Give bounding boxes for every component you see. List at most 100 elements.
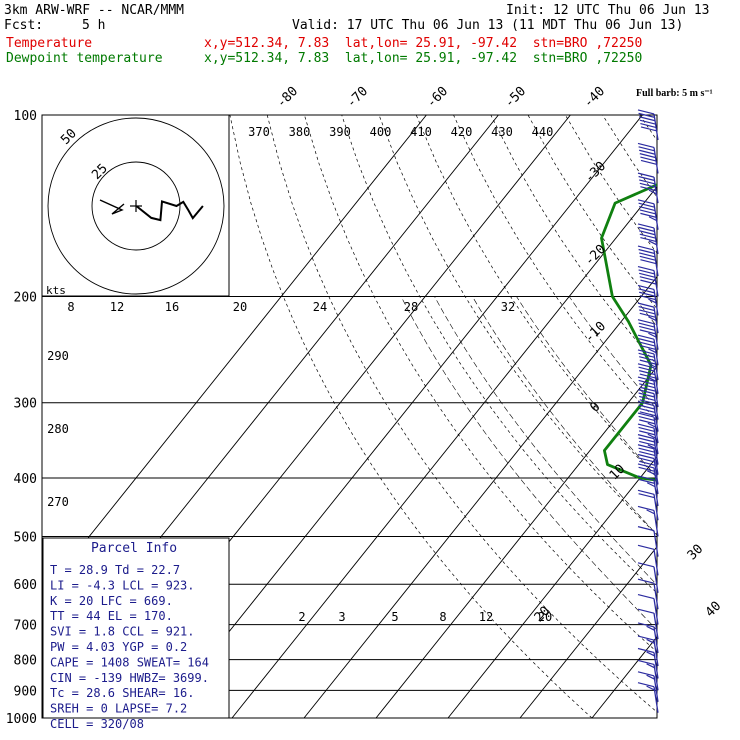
wind-barb-flag xyxy=(637,544,655,550)
theta-label: 270 xyxy=(47,495,69,509)
wind-barb-flag xyxy=(639,119,656,125)
wind-barb-flag xyxy=(640,156,657,162)
wind-barb xyxy=(653,416,659,444)
isotherm-label: -70 xyxy=(344,84,371,111)
isotherm-line xyxy=(447,456,657,718)
wind-barb xyxy=(653,405,659,432)
wind-barb-flag xyxy=(639,386,656,392)
wind-barb-flag xyxy=(637,412,655,418)
hodograph-ring xyxy=(91,161,181,251)
wind-barb-flag xyxy=(639,407,656,413)
wind-barb-flag xyxy=(638,404,655,410)
isotherm-label: 40 xyxy=(703,599,725,621)
moist-adiabat xyxy=(472,296,657,536)
wind-barb-flag xyxy=(639,276,656,282)
wind-barb-flag xyxy=(639,356,656,362)
wind-barb-flag xyxy=(639,291,656,297)
wind-barb-flag xyxy=(639,309,656,315)
wind-barb-flag xyxy=(638,426,655,433)
wind-barb xyxy=(653,427,659,455)
wind-barb-flag xyxy=(638,392,655,398)
parcel-info-row: Tc = 28.6 SHEAR= 16. xyxy=(50,686,195,700)
init-time: Init: 12 UTC Thu 06 Jun 13 xyxy=(506,3,710,18)
wind-barb-flag xyxy=(648,332,657,338)
isotherm-label: -40 xyxy=(581,84,608,111)
wind-barb-flag xyxy=(639,359,656,365)
isotherm-line xyxy=(736,115,740,718)
wind-barb-flag xyxy=(639,325,656,332)
isotherm-line xyxy=(519,546,657,718)
parcel-info-row: PW = 4.03 YGP = 0.2 xyxy=(50,640,187,654)
temperature-legend-info: x,y=512.34, 7.83 lat,lon= 25.91, -97.42 … xyxy=(204,36,643,51)
wind-barb xyxy=(653,438,659,465)
wind-barb-flag xyxy=(637,376,655,382)
hodograph-ring-label: 50 xyxy=(58,126,80,148)
wind-barb xyxy=(653,675,659,702)
wind-barb-flag xyxy=(637,172,655,178)
wind-barb xyxy=(653,458,659,485)
isotherm-line xyxy=(664,115,740,718)
wind-barb xyxy=(653,393,659,420)
mixing-ratio-label: 2 xyxy=(298,610,305,624)
wind-barb-flag xyxy=(639,450,656,457)
wind-barb xyxy=(653,686,659,713)
wind-barb-flag xyxy=(637,109,655,115)
wind-barb-flag xyxy=(648,376,657,382)
wind-barb-flag xyxy=(640,186,657,192)
wind-barb-flag xyxy=(646,625,655,631)
parcel-info-row: TT = 44 EL = 170. xyxy=(50,609,173,623)
wind-barb-flag xyxy=(639,440,656,446)
dry-adiabat xyxy=(378,115,657,536)
wind-barb-flag xyxy=(646,482,656,488)
pressure-tick-label: 100 xyxy=(14,109,37,124)
wind-barb-flag xyxy=(637,434,655,440)
speed-scale-label: 12 xyxy=(110,300,124,314)
wind-barb-flag xyxy=(648,316,657,322)
wind-barb-flag xyxy=(639,205,656,212)
speed-scale-label: 28 xyxy=(404,300,418,314)
forecast-hour: 5 h xyxy=(82,18,106,33)
wind-barb-flag xyxy=(648,216,658,222)
isotherm-label: -80 xyxy=(274,84,301,111)
moist-adiabat xyxy=(400,296,657,631)
wind-barb-flag xyxy=(638,248,655,255)
isotherm-line xyxy=(303,276,657,718)
parcel-info-box xyxy=(42,537,230,719)
wind-barb-flag xyxy=(637,475,655,481)
theta-label: 400 xyxy=(370,125,392,139)
wind-barb-flag xyxy=(637,363,655,369)
theta-label: 280 xyxy=(47,422,69,436)
wind-barb-flag xyxy=(640,259,657,265)
wind-barb-flag xyxy=(637,334,655,340)
wind-barb-flag xyxy=(637,245,655,251)
storm-motion-marker xyxy=(99,199,125,215)
wind-barb-flag xyxy=(638,415,655,422)
wind-barb-flag xyxy=(637,444,655,450)
wind-barb-flag xyxy=(639,395,656,401)
dewpoint-profile xyxy=(600,183,657,482)
parcel-info-row: LI = -4.3 LCL = 923. xyxy=(50,578,195,592)
wind-barb-flag xyxy=(637,622,655,628)
wind-barb-flag xyxy=(638,146,655,152)
wind-barb xyxy=(653,380,659,408)
dry-adiabat xyxy=(229,115,593,718)
dry-adiabat xyxy=(266,115,657,713)
wind-barb-flag xyxy=(637,671,655,677)
mixing-ratio-label: 3 xyxy=(338,610,345,624)
pressure-tick-label: 800 xyxy=(14,654,37,669)
wind-barb-flag xyxy=(637,319,655,325)
wind-barb-flag xyxy=(638,352,655,358)
wind-barb-flag xyxy=(639,383,656,389)
wind-barb-flag xyxy=(638,478,655,484)
dry-adiabat xyxy=(602,115,657,198)
parcel-info-title: Parcel Info xyxy=(91,541,177,556)
wind-barb-flag xyxy=(646,638,655,644)
dry-adiabat xyxy=(527,115,657,310)
mixing-ratio-label: 8 xyxy=(439,610,446,624)
moist-adiabat xyxy=(434,296,657,586)
wind-barb xyxy=(653,583,659,610)
parcel-info-row: T = 28.9 Td = 22.7 xyxy=(50,563,180,577)
wind-barb xyxy=(653,598,659,625)
wind-barb-flag xyxy=(639,411,656,417)
mixing-ratio-label: 12 xyxy=(479,610,493,624)
